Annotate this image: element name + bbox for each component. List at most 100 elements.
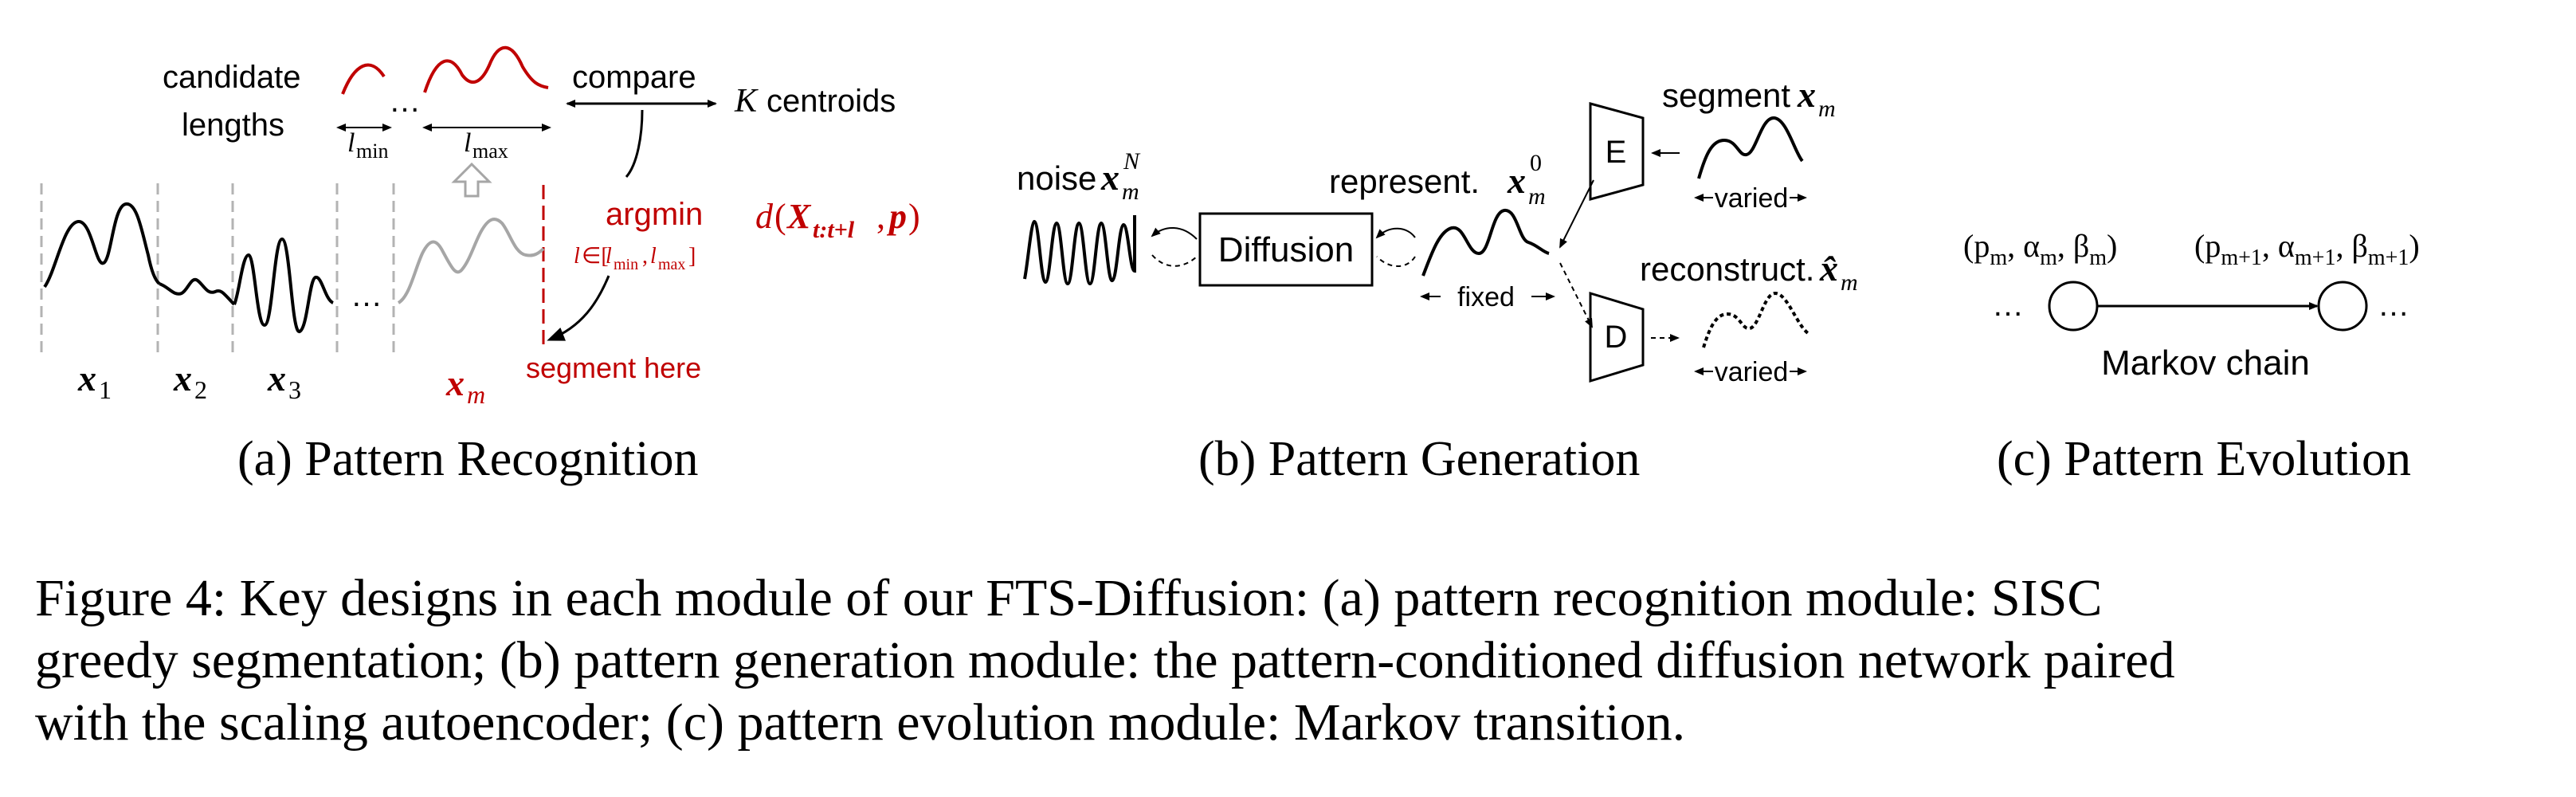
- svg-text:m: m: [1528, 183, 1546, 210]
- segment-x2-curve: [159, 277, 236, 306]
- fixed-label-bg: [1441, 279, 1531, 311]
- panel-b-pattern-generation: noise x N m Diffusion represent. x 0 m f…: [1017, 74, 1858, 486]
- segment-here-label: segment here: [526, 351, 701, 384]
- svg-text:]: ]: [688, 244, 696, 269]
- svg-text:(pm, αm, βm): (pm, αm, βm): [1963, 228, 2117, 270]
- diffusion-box: [1198, 212, 1374, 287]
- svg-text:l: l: [574, 244, 580, 269]
- svg-text:,: ,: [642, 244, 648, 269]
- varied-label-2-bg: [1713, 354, 1790, 386]
- candidate-label-line2: lengths: [182, 108, 284, 143]
- encoder-label: E: [1606, 135, 1627, 170]
- lmin-label: l min: [347, 128, 388, 163]
- panel-a-pattern-recognition: candidate lengths … l min l max compare …: [40, 45, 920, 486]
- compare-label: compare: [572, 60, 696, 95]
- state-m-label: (pm, αm, βm): [1963, 228, 2117, 270]
- svg-text:segment: segment: [1662, 77, 1790, 114]
- diffusion-label: Diffusion: [1218, 230, 1354, 269]
- segment-x1-curve: [43, 202, 161, 289]
- svg-text:m: m: [1122, 179, 1139, 205]
- svg-text:x: x: [1507, 160, 1526, 201]
- k-centroids-k: K: [734, 83, 759, 120]
- segment-label: segment x m: [1662, 74, 1836, 122]
- segment-xm-curve: [397, 218, 545, 304]
- svg-text:m: m: [1818, 96, 1836, 122]
- svg-text:0: 0: [1530, 150, 1542, 176]
- encoder-shape: [1589, 102, 1645, 201]
- figure-caption-line-3: with the scaling autoencoder; (c) patter…: [35, 693, 1686, 752]
- svg-text:l: l: [464, 128, 471, 158]
- svg-text:x: x: [77, 358, 96, 398]
- encoder-to-rep-arrow: [1559, 179, 1594, 249]
- svg-text:min: min: [614, 256, 638, 273]
- svg-text:): ): [908, 197, 920, 236]
- chain-dots-right: …: [2378, 288, 2409, 323]
- lmax-label: l max: [464, 128, 508, 163]
- rep-loop-top: [1375, 227, 1416, 239]
- svg-text:x: x: [173, 358, 192, 398]
- segment-curve: [1697, 116, 1804, 179]
- svg-text:t:t+l: t:t+l: [813, 217, 855, 243]
- candidate-curve-max: [423, 45, 549, 93]
- k-centroids-label: centroids: [767, 84, 896, 119]
- state-m1-label: (pm+1, αm+1, βm+1): [2194, 228, 2420, 270]
- candidate-label-line1: candidate: [163, 60, 300, 95]
- rep-to-decoder-arrow: [1559, 262, 1593, 328]
- figure-caption-line-2: greedy segmentation; (b) pattern generat…: [35, 631, 2175, 689]
- figure-caption-line-1: Figure 4: Key designs in each module of …: [35, 569, 2103, 627]
- candidate-curve-min: [341, 63, 386, 95]
- argmin-subscript: l ∈[ l min , l max ]: [574, 244, 696, 273]
- svg-text:X: X: [786, 197, 812, 236]
- svg-text:min: min: [356, 139, 388, 163]
- panel-b-caption: (b) Pattern Generation: [1198, 432, 1640, 486]
- label-x1: x 1: [77, 358, 112, 404]
- svg-text:max: max: [658, 256, 685, 273]
- svg-text:x: x: [1100, 157, 1119, 198]
- svg-text:(pm+1, αm+1, βm+1): (pm+1, αm+1, βm+1): [2194, 228, 2420, 270]
- svg-text:represent.: represent.: [1329, 163, 1480, 200]
- rep-loop-bottom: [1376, 256, 1416, 267]
- figure-caption: Figure 4: Key designs in each module of …: [35, 567, 2545, 754]
- svg-text:3: 3: [288, 375, 301, 404]
- varied-label-2: varied: [1715, 357, 1789, 387]
- markov-chain-label: Markov chain: [2101, 344, 2310, 383]
- series-ellipsis: …: [351, 278, 382, 313]
- svg-text:x: x: [445, 363, 465, 403]
- panel-c-caption: (c) Pattern Evolution: [1997, 432, 2411, 486]
- compare-to-cut-arrow: [625, 109, 644, 178]
- svg-text:N: N: [1123, 148, 1141, 175]
- segment-x3-curve: [233, 237, 335, 334]
- label-x2: x 2: [173, 358, 207, 404]
- svg-text:noise: noise: [1017, 159, 1096, 197]
- svg-text:d: d: [755, 197, 774, 236]
- argmin-to-cut-arrow: [547, 275, 610, 341]
- label-x3: x 3: [267, 358, 301, 404]
- label-xm: x m: [445, 363, 485, 409]
- panel-a-caption: (a) Pattern Recognition: [237, 432, 699, 486]
- svg-text:x: x: [267, 358, 286, 398]
- svg-text:l: l: [650, 244, 657, 269]
- varied-label-1: varied: [1715, 183, 1789, 214]
- candidate-ellipsis: …: [389, 84, 421, 119]
- distance-function: d ( X t:t+l , p ): [755, 197, 920, 243]
- state-m1-node: [2317, 281, 2368, 332]
- svg-text:m: m: [1841, 269, 1858, 296]
- decoder-label: D: [1605, 320, 1628, 355]
- svg-text:x: x: [1797, 74, 1816, 115]
- svg-text:max: max: [472, 139, 508, 163]
- state-m-node: [2048, 281, 2099, 332]
- reconstruct-curve: [1702, 291, 1812, 348]
- noise-loop-bottom: [1151, 254, 1198, 267]
- svg-text:x̂: x̂: [1819, 248, 1838, 289]
- varied-label-1-bg: [1713, 180, 1790, 212]
- svg-text:1: 1: [99, 375, 112, 404]
- svg-text:(: (: [774, 197, 786, 236]
- noise-label: noise x N m: [1017, 148, 1141, 205]
- panel-c-pattern-evolution: (pm, αm, βm) (pm+1, αm+1, βm+1) … … Mark…: [1963, 228, 2420, 486]
- noise-loop-top: [1151, 226, 1198, 240]
- decoder-shape: [1589, 291, 1645, 383]
- represent-label: represent. x 0 m: [1329, 150, 1546, 210]
- chain-dots-left: …: [1992, 288, 2024, 323]
- segment-separators: [40, 183, 395, 359]
